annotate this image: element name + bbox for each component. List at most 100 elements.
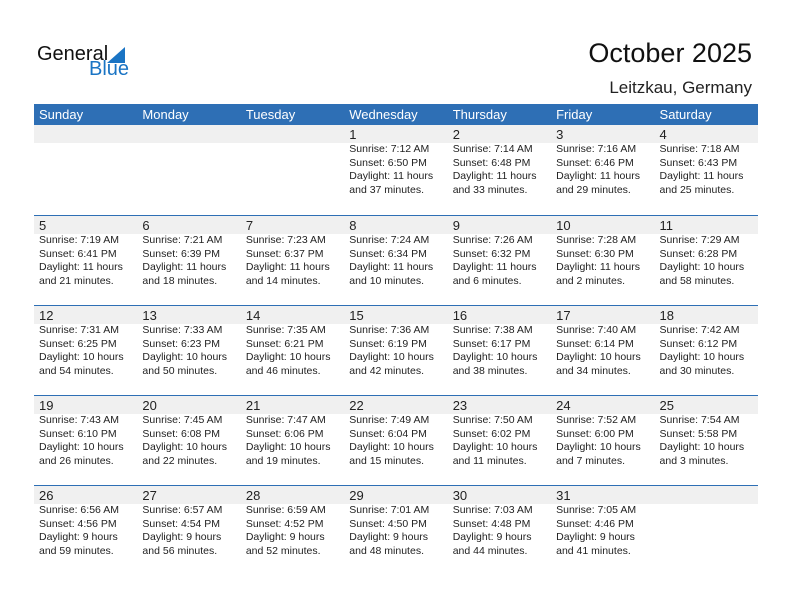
minutes-text: and 18 minutes. xyxy=(142,274,218,287)
day-number: 14 xyxy=(245,308,261,323)
minutes-text: and 3 minutes. xyxy=(659,454,729,467)
minutes-text: and 26 minutes. xyxy=(39,454,114,467)
day-number: 20 xyxy=(142,398,157,413)
daylight-text: Daylight: 10 hours xyxy=(349,351,434,364)
day-cell: 4 Sunrise: 7:18 AM Sunset: 6:43 PM Daylight… xyxy=(655,125,758,215)
minutes-text: and 10 minutes. xyxy=(349,274,424,287)
sunrise-text: Sunrise: 7:05 AM xyxy=(556,504,637,516)
sunrise-text: Sunrise: 7:12 AM xyxy=(349,143,430,155)
day-number: 15 xyxy=(349,308,364,323)
sunrise-text: Sunrise: 7:50 AM xyxy=(452,414,533,426)
day-cell: 24 Sunrise: 7:52 AM Sunset: 6:00 PM Dayligh… xyxy=(551,396,654,485)
sunrise-text: Sunrise: 7:45 AM xyxy=(142,414,223,426)
week-row: 12 Sunrise: 7:31 AM Sunset: 6:25 PM Dayligh… xyxy=(34,305,758,395)
minutes-text: and 42 minutes. xyxy=(349,364,424,377)
day-number: 31 xyxy=(556,488,571,503)
minutes-text: and 44 minutes. xyxy=(452,544,528,557)
day-number: 5 xyxy=(39,218,47,233)
day-cell: 28 Sunrise: 6:59 AM Sunset: 4:52 PM Dayligh… xyxy=(241,486,344,575)
day-number: 7 xyxy=(245,218,254,233)
sunrise-text: Sunrise: 6:59 AM xyxy=(245,504,326,516)
daylight-text: Daylight: 10 hours xyxy=(39,441,124,454)
minutes-text: and 30 minutes. xyxy=(659,364,735,377)
minutes-text: and 52 minutes. xyxy=(245,544,321,557)
sunset-text: Sunset: 4:56 PM xyxy=(39,517,117,530)
daylight-text: Daylight: 10 hours xyxy=(142,351,228,364)
day-cell: 13 Sunrise: 7:33 AM Sunset: 6:23 PM Dayligh… xyxy=(137,306,240,395)
sunset-text: Sunset: 4:50 PM xyxy=(349,517,427,530)
empty-cell xyxy=(34,125,137,215)
day-number: 17 xyxy=(556,308,571,323)
daylight-text: Daylight: 9 hours xyxy=(245,531,325,544)
minutes-text: and 11 minutes. xyxy=(452,454,527,467)
day-cell: 9 Sunrise: 7:26 AM Sunset: 6:32 PM Daylight… xyxy=(448,216,551,305)
minutes-text: and 21 minutes. xyxy=(39,274,114,287)
day-number: 1 xyxy=(349,127,357,142)
sunset-text: Sunset: 5:58 PM xyxy=(659,427,738,440)
logo-general: General xyxy=(37,43,109,65)
daylight-text: Daylight: 11 hours xyxy=(142,261,227,274)
sunset-text: Sunset: 6:32 PM xyxy=(452,247,531,260)
sunrise-text: Sunrise: 7:28 AM xyxy=(556,234,637,246)
daylight-text: Daylight: 9 hours xyxy=(39,531,118,544)
day-cell: 2 Sunrise: 7:14 AM Sunset: 6:48 PM Daylight… xyxy=(448,125,551,215)
sunset-text: Sunset: 6:12 PM xyxy=(659,337,738,350)
minutes-text: and 14 minutes. xyxy=(245,274,321,287)
day-number: 26 xyxy=(39,488,54,503)
sunrise-text: Sunrise: 7:16 AM xyxy=(556,143,637,155)
daylight-text: Daylight: 11 hours xyxy=(349,261,434,274)
sunset-text: Sunset: 6:04 PM xyxy=(349,427,427,440)
weekday-header: Sunday Monday Tuesday Wednesday Thursday Frid… xyxy=(34,104,758,125)
daylight-text: Daylight: 9 hours xyxy=(556,531,635,544)
sunrise-text: Sunrise: 6:56 AM xyxy=(39,504,119,516)
week-row: 1 Sunrise: 7:12 AM Sunset: 6:50 PM Daylight… xyxy=(34,125,758,215)
day-number: 6 xyxy=(142,218,150,233)
day-cell: 7 Sunrise: 7:23 AM Sunset: 6:37 PM Daylight… xyxy=(241,216,344,305)
day-cell: 31 Sunrise: 7:05 AM Sunset: 4:46 PM Dayligh… xyxy=(551,486,654,575)
day-number: 8 xyxy=(349,218,357,233)
day-cell: 26 Sunrise: 6:56 AM Sunset: 4:56 PM Dayligh… xyxy=(34,486,137,575)
daylight-text: Daylight: 10 hours xyxy=(245,441,331,454)
sunset-text: Sunset: 6:46 PM xyxy=(556,156,634,169)
day-cell: 8 Sunrise: 7:24 AM Sunset: 6:34 PM Daylight… xyxy=(344,216,447,305)
sunset-text: Sunset: 6:37 PM xyxy=(245,247,324,260)
sunset-text: Sunset: 6:25 PM xyxy=(39,337,117,350)
sunset-text: Sunset: 6:41 PM xyxy=(39,247,117,260)
daylight-text: Daylight: 11 hours xyxy=(39,261,123,274)
weekday-sunday: Sunday xyxy=(39,107,84,122)
day-number: 13 xyxy=(142,308,157,323)
sunrise-text: Sunrise: 7:33 AM xyxy=(142,324,223,336)
daylight-text: Daylight: 10 hours xyxy=(245,351,331,364)
sunrise-text: Sunrise: 7:38 AM xyxy=(452,324,533,336)
daylight-text: Daylight: 11 hours xyxy=(349,170,434,183)
page-title: October 2025 xyxy=(588,38,752,68)
sunrise-text: Sunrise: 7:24 AM xyxy=(349,234,430,246)
daylight-text: Daylight: 10 hours xyxy=(452,441,538,454)
sunset-text: Sunset: 6:39 PM xyxy=(142,247,221,260)
minutes-text: and 22 minutes. xyxy=(142,454,218,467)
location: Leitzkau, Germany xyxy=(609,78,752,97)
day-number: 29 xyxy=(349,488,364,503)
weekday-monday: Monday xyxy=(142,107,189,122)
minutes-text: and 50 minutes. xyxy=(142,364,218,377)
minutes-text: and 2 minutes. xyxy=(556,274,625,287)
day-number: 25 xyxy=(659,398,674,413)
day-cell: 10 Sunrise: 7:28 AM Sunset: 6:30 PM Dayligh… xyxy=(551,216,654,305)
day-number-strip xyxy=(34,306,758,324)
sunrise-text: Sunrise: 7:26 AM xyxy=(452,234,533,246)
minutes-text: and 37 minutes. xyxy=(349,183,424,196)
daylight-text: Daylight: 10 hours xyxy=(39,351,124,364)
sunset-text: Sunset: 6:43 PM xyxy=(659,156,738,169)
minutes-text: and 19 minutes. xyxy=(245,454,321,467)
minutes-text: and 38 minutes. xyxy=(452,364,528,377)
sunrise-text: Sunrise: 7:03 AM xyxy=(452,504,533,516)
weekday-saturday: Saturday xyxy=(659,107,712,122)
sunrise-text: Sunrise: 7:23 AM xyxy=(245,234,326,246)
weekday-wednesday: Wednesday xyxy=(349,107,418,122)
minutes-text: and 33 minutes. xyxy=(452,183,528,196)
day-number: 30 xyxy=(452,488,468,503)
daylight-text: Daylight: 9 hours xyxy=(142,531,222,544)
sunset-text: Sunset: 6:50 PM xyxy=(349,156,427,169)
sunset-text: Sunset: 6:28 PM xyxy=(659,247,738,260)
sunrise-text: Sunrise: 6:57 AM xyxy=(142,504,223,516)
